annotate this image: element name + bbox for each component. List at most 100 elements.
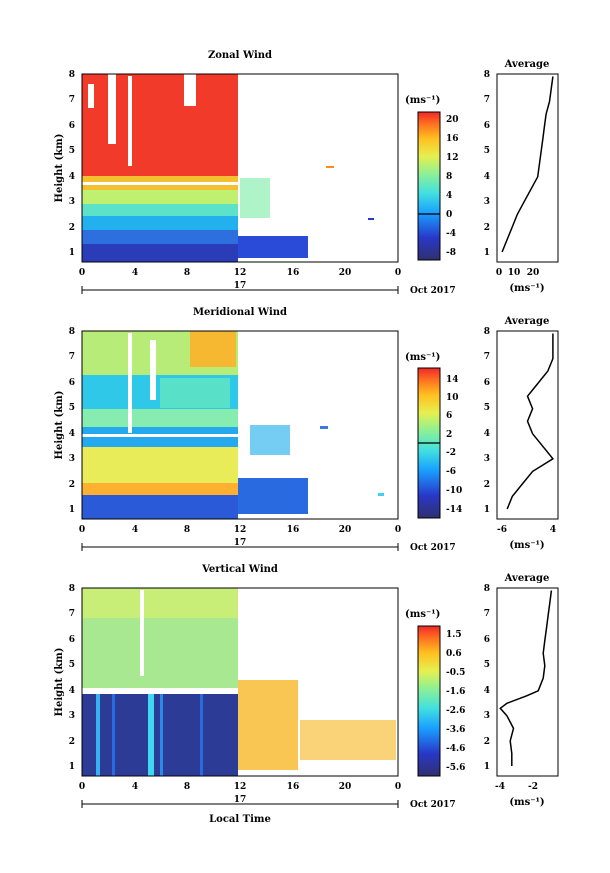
meridional-profile-ytick: 6 <box>484 378 490 388</box>
zonal-profile-ytick: 8 <box>484 70 490 80</box>
meridional-ytick: 1 <box>69 505 75 515</box>
meridional-ytick: 4 <box>69 429 75 439</box>
meridional-profile-ytick: 4 <box>484 429 490 439</box>
vertical-xtick: 16 <box>287 782 300 792</box>
meridional-ytick: 6 <box>69 378 75 388</box>
zonal-profile-xtick: 10 <box>508 268 521 278</box>
zonal-afternoon-patch <box>238 236 308 258</box>
vertical-ytick: 8 <box>69 584 75 594</box>
meridional-title: Meridional Wind <box>193 307 287 318</box>
vertical-profile-ytick: 3 <box>484 711 490 721</box>
meridional-heatmap <box>82 331 398 519</box>
zonal-ytick: 3 <box>69 197 75 207</box>
zonal-profile-xlabel: (ms⁻¹) <box>509 283 544 294</box>
meridional-cbar-tick: 6 <box>446 411 452 421</box>
vertical-x-axis: 0 4 8 12 16 20 0 17 Oct 2017 Local Time <box>79 782 456 825</box>
meridional-cbar-tick: -2 <box>446 448 456 458</box>
panel-meridional: Meridional Wind 8 7 6 5 4 <box>54 307 559 553</box>
zonal-x-axis: 0 4 8 12 16 20 0 17 Oct 2017 <box>79 268 456 296</box>
meridional-ytick: 8 <box>69 327 75 337</box>
meridional-region-mid <box>82 447 238 483</box>
meridional-y-axis: 8 7 6 5 4 3 2 1 Height (km) <box>54 327 75 515</box>
zonal-profile-ytick: 4 <box>484 172 490 182</box>
meridional-profile-line <box>506 333 555 510</box>
zonal-profile-ytick: 2 <box>484 223 490 233</box>
vertical-cbar-tick: 0.6 <box>446 649 462 659</box>
zonal-xtick: 20 <box>339 268 352 278</box>
zonal-title: Zonal Wind <box>208 50 272 61</box>
meridional-ytick: 2 <box>69 480 75 490</box>
zonal-profile-ytick: 5 <box>484 146 490 156</box>
meridional-cbar-tick: 14 <box>446 375 459 385</box>
vertical-cbar-tick: -2.6 <box>446 706 465 716</box>
zonal-profile-title: Average <box>504 59 550 70</box>
meridional-xtick: 0 <box>395 525 401 535</box>
meridional-ytick: 7 <box>69 352 75 362</box>
meridional-profile-ytick: 3 <box>484 454 490 464</box>
vertical-cbar-tick: -1.6 <box>446 687 465 697</box>
zonal-xtick: 12 <box>234 268 247 278</box>
vertical-profile-ytick: 6 <box>484 635 490 645</box>
meridional-profile-ytick: 5 <box>484 403 490 413</box>
meridional-profile-ytick: 1 <box>484 505 490 515</box>
zonal-ytick: 6 <box>69 121 75 131</box>
zonal-xtick: 0 <box>79 268 85 278</box>
vertical-date-label: Oct 2017 <box>410 800 456 810</box>
zonal-ytick: 2 <box>69 223 75 233</box>
meridional-colorbar: (ms⁻¹) 14 10 6 2 -2 -6 -10 -14 <box>405 352 462 519</box>
meridional-xtick: 16 <box>287 525 300 535</box>
zonal-region-low <box>82 244 238 262</box>
vertical-title: Vertical Wind <box>201 564 278 575</box>
zonal-cbar-tick: -8 <box>446 248 456 258</box>
zonal-profile-xtick: 0 <box>496 268 502 278</box>
zonal-heatmap <box>82 74 398 262</box>
meridional-profile-xlabel: (ms⁻¹) <box>509 540 544 551</box>
zonal-cbar-tick: 4 <box>446 191 452 201</box>
zonal-y-axis: 8 7 6 5 4 3 2 1 Height (km) <box>54 70 75 258</box>
vertical-ylabel: Height (km) <box>54 648 65 717</box>
zonal-cbar-tick: 20 <box>446 115 459 125</box>
vertical-ytick: 6 <box>69 635 75 645</box>
meridional-profile-ytick: 8 <box>484 327 490 337</box>
vertical-profile-xtick: -2 <box>528 782 538 792</box>
zonal-profile-ytick: 1 <box>484 248 490 258</box>
zonal-ytick: 4 <box>69 172 75 182</box>
meridional-xtick: 8 <box>184 525 190 535</box>
zonal-profile: Average 8 7 6 5 4 3 2 1 0 10 20 (ms⁻¹) <box>484 59 559 294</box>
zonal-cbar-tick: 12 <box>446 153 459 163</box>
vertical-profile-ytick: 2 <box>484 737 490 747</box>
zonal-profile-ytick: 7 <box>484 95 490 105</box>
vertical-ytick: 3 <box>69 711 75 721</box>
meridional-cbar-tick: 2 <box>446 430 452 440</box>
vertical-day-label: 17 <box>234 795 247 805</box>
meridional-cbar-tick: -6 <box>446 467 456 477</box>
zonal-cbar-tick: 16 <box>446 134 459 144</box>
vertical-xtick: 0 <box>79 782 85 792</box>
vertical-profile-xlabel: (ms⁻¹) <box>509 797 544 808</box>
meridional-profile-xtick: 4 <box>550 525 556 535</box>
meridional-cbar-tick: -14 <box>446 505 462 515</box>
vertical-cbar-tick: -3.6 <box>446 725 465 735</box>
zonal-unit-label: (ms⁻¹) <box>405 95 440 106</box>
zonal-ytick: 5 <box>69 146 75 156</box>
vertical-xtick: 4 <box>132 782 138 792</box>
meridional-cbar-tick: 10 <box>446 393 459 403</box>
vertical-xtick: 12 <box>234 782 247 792</box>
meridional-ylabel: Height (km) <box>54 391 65 460</box>
meridional-unit-label: (ms⁻¹) <box>405 352 440 363</box>
vertical-profile-ytick: 8 <box>484 584 490 594</box>
meridional-xtick: 12 <box>234 525 247 535</box>
meridional-xtick: 0 <box>79 525 85 535</box>
zonal-day-label: 17 <box>234 281 247 291</box>
zonal-ytick: 1 <box>69 248 75 258</box>
zonal-colorbar: (ms⁻¹) 20 16 12 8 4 0 -4 -8 <box>405 95 459 261</box>
vertical-profile-ytick: 7 <box>484 609 490 619</box>
vertical-unit-label: (ms⁻¹) <box>405 609 440 620</box>
zonal-cbar-tick: 0 <box>446 210 452 220</box>
zonal-date-label: Oct 2017 <box>410 286 456 296</box>
vertical-profile-line <box>499 590 553 766</box>
vertical-afternoon-patch <box>238 680 298 770</box>
meridional-xtick: 4 <box>132 525 138 535</box>
vertical-cbar-tick: -5.6 <box>446 763 465 773</box>
